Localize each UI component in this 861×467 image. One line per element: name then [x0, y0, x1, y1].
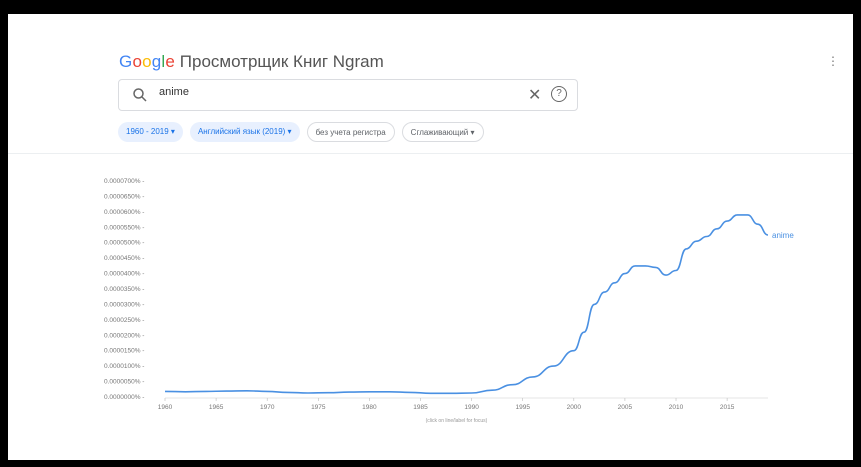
x-tick-label: 2000: [567, 404, 582, 411]
app-name: Просмотрщик Книг Ngram: [179, 52, 384, 71]
series-line-anime[interactable]: [164, 214, 769, 395]
x-tick-label: 1965: [209, 404, 224, 411]
y-tick-label: 0.0000000% -: [104, 394, 144, 401]
header: Google Просмотрщик Книг Ngram ⋮ anime ✕ …: [8, 14, 853, 164]
x-tick-label: 2010: [669, 404, 684, 411]
y-tick-label: 0.0000650% -: [104, 193, 144, 200]
search-icon: [133, 88, 147, 102]
x-tick-label: 1990: [464, 404, 479, 411]
x-tick-label: 1975: [311, 404, 326, 411]
smoothing-dropdown[interactable]: Сглаживающий ▾: [401, 122, 484, 142]
corpus-dropdown[interactable]: Английский язык (2019) ▾: [189, 122, 300, 142]
y-tick-label: 0.0000500% -: [104, 240, 144, 247]
google-logo[interactable]: Google: [119, 52, 176, 71]
y-tick-label: 0.0000150% -: [104, 348, 144, 355]
y-tick-label: 0.0000050% -: [104, 379, 144, 386]
case-insensitive-toggle[interactable]: без учета регистра: [306, 122, 395, 142]
close-icon[interactable]: ✕: [528, 87, 542, 104]
more-vert-icon[interactable]: ⋮: [827, 54, 839, 68]
help-icon[interactable]: ?: [551, 86, 567, 102]
divider: [8, 153, 853, 154]
ngram-viewer-page: Google Просмотрщик Книг Ngram ⋮ anime ✕ …: [8, 14, 853, 460]
y-tick-label: 0.0000200% -: [104, 332, 144, 339]
y-tick-label: 0.0000250% -: [104, 317, 144, 324]
x-tick-label: 2005: [618, 404, 633, 411]
x-tick-label: 1970: [260, 404, 275, 411]
x-tick-label: 2015: [720, 404, 735, 411]
search-input[interactable]: anime: [159, 86, 189, 98]
y-tick-label: 0.0000550% -: [104, 224, 144, 231]
year-range-dropdown[interactable]: 1960 - 2019 ▾: [118, 122, 183, 142]
app-title: Google Просмотрщик Книг Ngram: [119, 52, 384, 72]
y-tick-label: 0.0000600% -: [104, 209, 144, 216]
x-tick-label: 1960: [158, 404, 173, 411]
y-tick-label: 0.0000350% -: [104, 286, 144, 293]
ngram-chart[interactable]: 0.0000000% - 0.0000050% - 0.0000100% - 0.00…: [8, 14, 853, 460]
x-tick-label: 1985: [413, 404, 428, 411]
y-tick-label: 0.0000100% -: [104, 363, 144, 370]
y-tick-label: 0.0000700% -: [104, 178, 144, 185]
filter-bar: 1960 - 2019 ▾ Английский язык (2019) ▾ б…: [118, 122, 484, 142]
y-tick-label: 0.0000450% -: [104, 255, 144, 262]
series-label[interactable]: anime: [772, 231, 794, 240]
x-tick-label: 1995: [515, 404, 530, 411]
y-tick-label: 0.0000300% -: [104, 301, 144, 308]
y-tick-label: 0.0000400% -: [104, 271, 144, 278]
search-box[interactable]: anime ✕ ?: [118, 79, 578, 111]
chart-hint: (click on line/label for focus): [426, 418, 488, 424]
x-tick-label: 1980: [362, 404, 377, 411]
